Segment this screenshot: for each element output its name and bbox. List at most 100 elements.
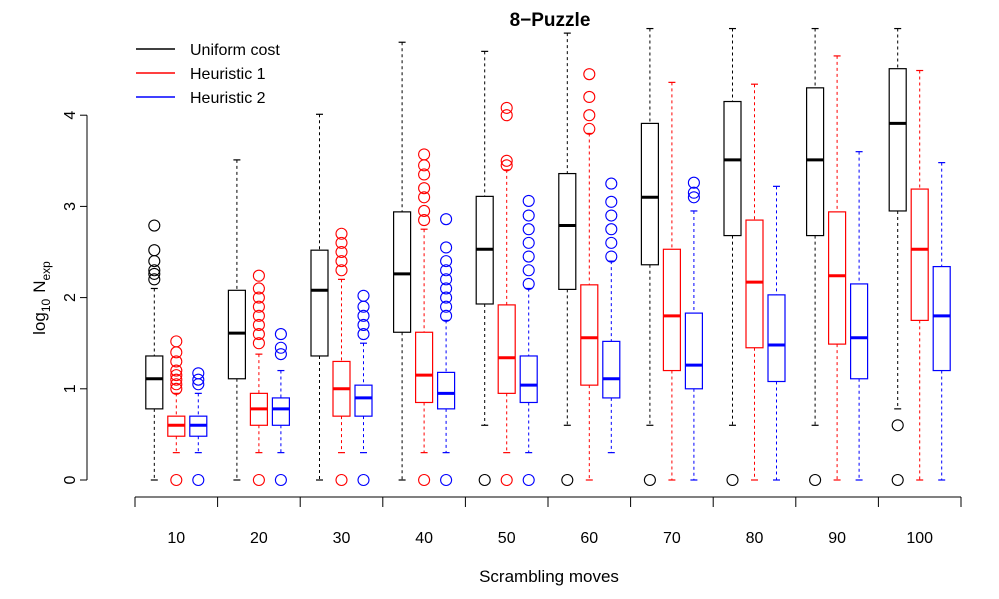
- box-plot: [310, 113, 329, 481]
- x-tick-label: 50: [498, 530, 516, 547]
- svg-text:log10Nexp: log10 Nexp: [30, 261, 53, 335]
- outlier-point: [357, 328, 370, 341]
- box: [393, 211, 412, 333]
- outlier-point: [500, 473, 513, 487]
- box: [849, 283, 869, 380]
- box: [145, 355, 164, 410]
- outlier-point: [170, 369, 183, 382]
- outlier-point: [274, 348, 287, 361]
- box-plot: [393, 41, 412, 481]
- outlier-point: [418, 473, 431, 487]
- outlier-point: [891, 419, 904, 432]
- series-0: [145, 27, 907, 487]
- legend-label-heuristic-2: Heuristic 2: [190, 90, 266, 107]
- outlier-point: [440, 309, 453, 322]
- box-plot: [888, 27, 907, 487]
- box-plot: [519, 194, 538, 487]
- outlier-point: [561, 473, 574, 487]
- outlier-point: [583, 122, 596, 135]
- x-tick-label: 70: [663, 530, 681, 547]
- outlier-point: [192, 473, 205, 487]
- outlier-point: [192, 367, 205, 380]
- y-axis-label-var-sub: exp: [39, 261, 53, 281]
- y-tick-label: 2: [62, 293, 79, 302]
- outlier-point: [252, 473, 265, 487]
- legend: Uniform cost Heuristic 1 Heuristic 2: [136, 42, 280, 107]
- outlier-point: [522, 473, 535, 487]
- x-tick-label: 20: [250, 530, 268, 547]
- outlier-point: [335, 255, 348, 268]
- box: [497, 304, 516, 394]
- box-plot: [415, 148, 434, 487]
- y-axis: 0 1 2 3 4: [62, 111, 88, 484]
- outlier-point: [440, 255, 453, 268]
- outlier-point: [891, 473, 904, 487]
- outlier-point: [605, 209, 618, 222]
- outlier-point: [148, 267, 161, 280]
- outlier-point: [252, 282, 265, 295]
- y-tick-label: 0: [62, 475, 79, 484]
- box: [519, 355, 538, 404]
- outlier-point: [440, 273, 453, 286]
- box-plot: [145, 219, 164, 481]
- box-plot: [827, 55, 847, 481]
- box-plot: [354, 289, 373, 487]
- outlier-point: [418, 204, 431, 218]
- x-tick-label: 40: [415, 530, 433, 547]
- box-plot: [723, 27, 742, 487]
- outlier-point: [500, 159, 513, 172]
- y-tick-label: 3: [62, 202, 79, 211]
- box-plot: [227, 159, 246, 481]
- box-plot: [271, 328, 290, 487]
- outlier-point: [418, 191, 431, 204]
- box: [745, 219, 764, 349]
- outlier-point: [605, 177, 618, 190]
- box-plot: [745, 83, 764, 481]
- outlier-point: [170, 473, 183, 487]
- box-plot: [249, 269, 268, 487]
- box: [910, 188, 929, 322]
- box: [310, 249, 329, 357]
- box-plot: [475, 50, 494, 487]
- series-2: [189, 151, 951, 487]
- box-plot: [189, 367, 208, 487]
- outlier-point: [252, 300, 265, 313]
- box-plot: [437, 213, 456, 487]
- outlier-point: [605, 236, 618, 249]
- outlier-point: [252, 337, 265, 350]
- outlier-point: [440, 300, 453, 313]
- box: [662, 248, 682, 372]
- box-plot: [910, 69, 929, 481]
- box: [640, 122, 660, 266]
- y-axis-label-sub: 10: [39, 298, 53, 312]
- box: [932, 265, 951, 372]
- outlier-point: [809, 473, 822, 487]
- box-plot: [332, 227, 351, 487]
- outlier-point: [252, 291, 265, 304]
- outlier-point: [170, 355, 183, 368]
- chart-title: 8−Puzzle: [510, 10, 591, 31]
- x-axis-label: Scrambling moves: [479, 567, 619, 586]
- box-plot: [602, 177, 621, 454]
- outlier-point: [522, 194, 535, 207]
- outlier-point: [170, 382, 183, 395]
- outlier-point: [440, 241, 453, 254]
- box-plot: [849, 151, 869, 481]
- outlier-point: [170, 378, 183, 391]
- box: [580, 284, 599, 386]
- outlier-point: [440, 291, 453, 304]
- box: [888, 68, 907, 212]
- box: [354, 384, 373, 417]
- box-plot: [662, 81, 682, 481]
- outlier-point: [605, 250, 618, 263]
- outlier-point: [148, 264, 161, 277]
- outlier-point: [252, 309, 265, 322]
- outlier-point: [583, 68, 596, 81]
- outlier-point: [440, 282, 453, 295]
- outlier-point: [440, 264, 453, 277]
- outlier-point: [357, 309, 370, 322]
- outlier-point: [252, 318, 265, 332]
- y-tick-label: 4: [62, 111, 79, 120]
- outlier-point: [605, 223, 618, 236]
- box: [805, 87, 825, 237]
